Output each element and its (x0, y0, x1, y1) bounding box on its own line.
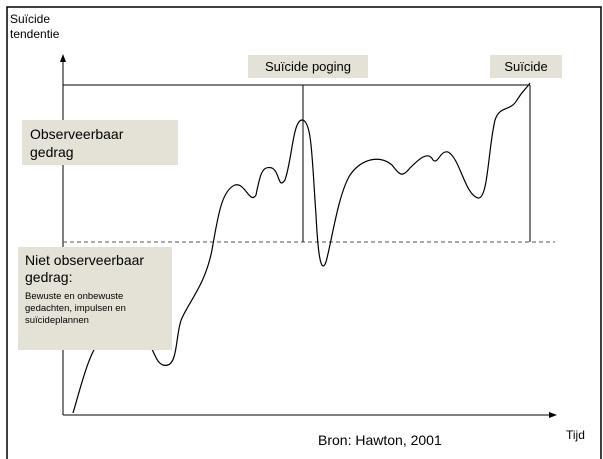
suicide-label: Suïcide (490, 55, 562, 78)
y-axis-label: Suïcide tendentie (10, 12, 59, 42)
observable-line: Observeerbaar (30, 126, 124, 142)
not-observable-detail: gedachten, impulsen en (25, 303, 126, 314)
not-observable-title: gedrag: (25, 269, 73, 285)
y-axis-label-line: tendentie (10, 27, 60, 41)
observable-box: Observeerbaar gedrag (22, 120, 178, 165)
observable-line: gedrag (30, 144, 74, 160)
not-observable-detail: Bewuste en onbewuste (25, 291, 124, 302)
attempt-label: Suïcide poging (248, 55, 368, 78)
tendency-curve (72, 82, 531, 414)
frame (6, 6, 602, 459)
not-observable-box: Niet observeerbaar gedrag: Bewuste en on… (18, 247, 172, 350)
y-axis-label-line: Suïcide (10, 12, 51, 26)
source: Bron: Hawton, 2001 (318, 432, 442, 448)
x-axis-label: Tijd (566, 428, 585, 442)
not-observable-detail: suïcideplannen (25, 315, 89, 326)
not-observable-title: Niet observeerbaar (25, 252, 145, 268)
